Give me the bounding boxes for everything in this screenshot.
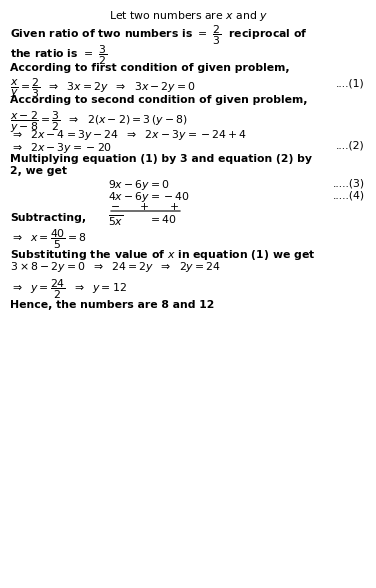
Text: $\Rightarrow$  $2x - 3y = -20$: $\Rightarrow$ $2x - 3y = -20$ xyxy=(10,141,112,155)
Text: $\dfrac{x}{y} = \dfrac{2}{3}$  $\Rightarrow$  $3x = 2y$  $\Rightarrow$  $3x - 2y: $\dfrac{x}{y} = \dfrac{2}{3}$ $\Rightarr… xyxy=(10,77,196,101)
Text: $\dfrac{x-2}{y-8} = \dfrac{3}{2}$  $\Rightarrow$  $2(x - 2) = 3\,(y - 8)$: $\dfrac{x-2}{y-8} = \dfrac{3}{2}$ $\Righ… xyxy=(10,110,188,135)
Text: $\Rightarrow$  $x = \dfrac{40}{5} = 8$: $\Rightarrow$ $x = \dfrac{40}{5} = 8$ xyxy=(10,228,87,252)
Text: $\overline{5x}$: $\overline{5x}$ xyxy=(108,213,123,228)
Text: .....(4): .....(4) xyxy=(333,190,365,200)
Text: Given ratio of two numbers is $=$ $\dfrac{2}{3}$  reciprocal of: Given ratio of two numbers is $=$ $\dfra… xyxy=(10,24,308,48)
Text: $-$      $+$      $+$: $-$ $+$ $+$ xyxy=(110,201,180,212)
Text: Hence, the numbers are 8 and 12: Hence, the numbers are 8 and 12 xyxy=(10,300,214,310)
Text: 2, we get: 2, we get xyxy=(10,166,67,176)
Text: .....(3): .....(3) xyxy=(333,178,365,188)
Text: Multiplying equation (1) by 3 and equation (2) by: Multiplying equation (1) by 3 and equati… xyxy=(10,154,312,164)
Text: $3 \times 8 - 2y = 0$  $\Rightarrow$  $24 = 2y$  $\Rightarrow$  $2y = 24$: $3 \times 8 - 2y = 0$ $\Rightarrow$ $24 … xyxy=(10,260,221,274)
Text: ....(1): ....(1) xyxy=(336,78,365,88)
Text: Substituting the value of $x$ in equation (1) we get: Substituting the value of $x$ in equatio… xyxy=(10,248,315,262)
Text: Subtracting,: Subtracting, xyxy=(10,213,86,223)
Text: $4x - 6y = -40$: $4x - 6y = -40$ xyxy=(108,190,190,204)
Text: According to first condition of given problem,: According to first condition of given pr… xyxy=(10,63,290,73)
Text: ....(2): ....(2) xyxy=(336,141,365,151)
Text: According to second condition of given problem,: According to second condition of given p… xyxy=(10,95,308,105)
Text: Let two numbers are $x$ and $y$: Let two numbers are $x$ and $y$ xyxy=(109,9,267,23)
Text: $\Rightarrow$  $2x - 4 = 3y - 24$  $\Rightarrow$  $2x - 3y = -24 + 4$: $\Rightarrow$ $2x - 4 = 3y - 24$ $\Right… xyxy=(10,128,247,142)
Text: $\Rightarrow$  $y = \dfrac{24}{2}$  $\Rightarrow$  $y = 12$: $\Rightarrow$ $y = \dfrac{24}{2}$ $\Righ… xyxy=(10,278,127,302)
Text: $= 40$: $= 40$ xyxy=(148,213,176,225)
Text: the ratio is $=$ $\dfrac{3}{2}$: the ratio is $=$ $\dfrac{3}{2}$ xyxy=(10,44,107,68)
Text: $9x - 6y = 0$: $9x - 6y = 0$ xyxy=(108,178,170,192)
